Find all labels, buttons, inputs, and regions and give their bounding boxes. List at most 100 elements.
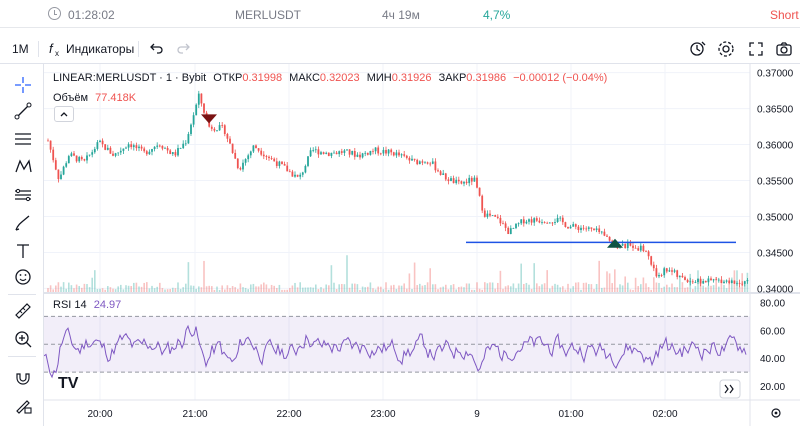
candle [294, 171, 296, 178]
text-icon[interactable] [12, 240, 34, 262]
candle [317, 146, 320, 158]
volume-bar [187, 262, 190, 292]
candle [478, 187, 481, 197]
volume-bar [369, 282, 372, 292]
volume-bar [731, 277, 733, 292]
pattern-icon[interactable] [12, 156, 34, 178]
trend-line-icon[interactable] [12, 100, 34, 122]
scroll-to-realtime-button[interactable] [719, 379, 741, 399]
symbol-title[interactable]: LINEAR:MERLUSDT · 1 · Bybit [53, 72, 207, 84]
sell-marker [201, 114, 217, 124]
camera-icon[interactable] [774, 39, 794, 59]
fullscreen-icon[interactable] [746, 39, 766, 59]
volume-bar [413, 262, 416, 292]
candle [257, 148, 260, 153]
candle [548, 222, 551, 224]
volume-bar [172, 287, 174, 292]
candle [689, 277, 692, 286]
candle [372, 148, 374, 155]
forecast-icon[interactable] [12, 184, 34, 206]
ruler-icon[interactable] [12, 300, 34, 322]
volume-bar [195, 288, 197, 292]
volume-bar [255, 286, 257, 292]
volume-bar [710, 285, 712, 292]
volume-bar [244, 287, 247, 292]
crosshair-icon[interactable] [12, 74, 34, 96]
candle [658, 272, 660, 279]
brush-icon[interactable] [12, 212, 34, 234]
volume-bar [211, 286, 213, 292]
volume-bar [260, 284, 262, 292]
volume-bar [491, 282, 494, 292]
candle [117, 152, 120, 156]
alert-clock-icon[interactable] [688, 39, 708, 59]
change-value: −0.00012 (−0.04%) [513, 72, 608, 84]
collapse-legend-button[interactable] [54, 106, 74, 122]
price-chart[interactable]: TV 0.37000 0.36500 0.36000 0.35500 0.35000 0.… [43, 64, 800, 426]
volume-bar [343, 284, 346, 292]
volume-bar [328, 285, 330, 292]
candle [197, 90, 200, 109]
candle [598, 225, 601, 234]
candle [335, 150, 338, 155]
volume-bar [283, 289, 286, 292]
interval-button[interactable]: 1М [12, 42, 29, 56]
volume-bar [424, 285, 426, 292]
candle [413, 158, 416, 162]
volume-bar [543, 283, 546, 292]
candle [392, 151, 395, 157]
volume-bar [361, 286, 364, 292]
volume-bar [653, 277, 655, 292]
candle [353, 147, 356, 160]
candle [166, 145, 169, 154]
volume-bar [247, 289, 249, 292]
candle [140, 144, 143, 151]
volume-bar [62, 282, 65, 292]
candle [546, 221, 549, 224]
candle [291, 169, 294, 177]
candle [203, 103, 205, 115]
low-value: 0.31926 [391, 72, 432, 84]
candle [385, 146, 387, 156]
volume-bar [705, 287, 707, 292]
indicators-button[interactable]: Индикаторы [66, 42, 135, 56]
volume-bar [442, 286, 444, 292]
volume-bar [213, 289, 216, 292]
fib-lines-icon[interactable] [12, 128, 34, 150]
volume-bar [658, 282, 660, 292]
volume-bar [359, 289, 361, 292]
volume-bar [554, 283, 556, 292]
candle [572, 221, 575, 227]
chart-pane[interactable]: TV 0.37000 0.36500 0.36000 0.35500 0.35000 0.… [43, 64, 800, 426]
volume-bar [281, 289, 283, 292]
candle [322, 151, 325, 155]
rsi-tick-label: 20.00 [760, 382, 785, 393]
volume-bar [234, 287, 236, 292]
volume-bar [75, 284, 78, 292]
undo-icon[interactable] [146, 39, 166, 59]
time-tick-label: 01:00 [558, 409, 583, 420]
redo-icon[interactable] [174, 39, 194, 59]
lock-draw-icon[interactable] [12, 394, 34, 416]
candle [728, 277, 731, 285]
volume-bar [299, 282, 301, 292]
candle [504, 221, 507, 232]
volume-bar [585, 282, 587, 292]
magnet-icon[interactable] [12, 366, 34, 388]
candle [249, 150, 252, 159]
candle [231, 143, 234, 154]
volume-bar [567, 283, 569, 292]
volume-bar [707, 285, 710, 292]
zoom-in-icon[interactable] [12, 328, 34, 350]
candle [192, 112, 195, 128]
volume-bar [49, 285, 52, 292]
candle [273, 157, 276, 162]
settings-gear-icon[interactable] [716, 39, 736, 59]
candle [351, 150, 354, 156]
emoji-icon[interactable] [12, 266, 34, 288]
volume-bar [289, 287, 291, 292]
candle [244, 158, 247, 166]
candle [585, 226, 588, 232]
candle [665, 267, 668, 274]
